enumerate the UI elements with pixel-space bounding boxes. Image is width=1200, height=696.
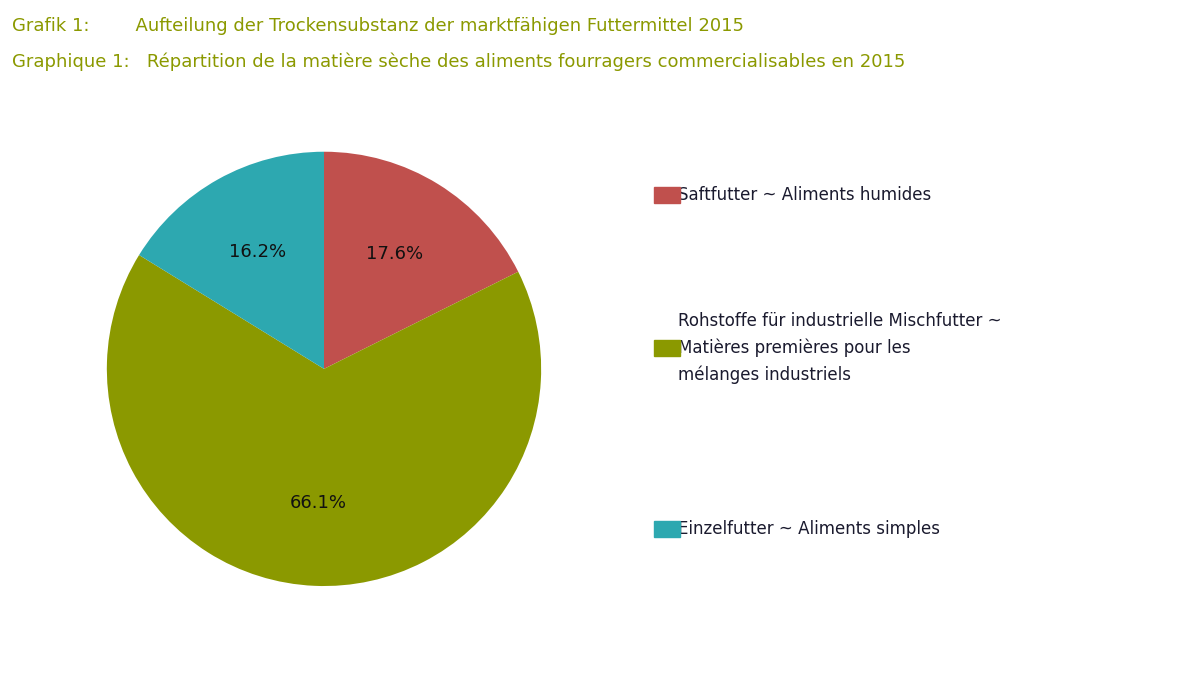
- Text: Rohstoffe für industrielle Mischfutter ~
Matières premières pour les
mélanges in: Rohstoffe für industrielle Mischfutter ~…: [678, 312, 1002, 384]
- Wedge shape: [139, 152, 324, 369]
- Text: Graphique 1:   Répartition de la matière sèche des aliments fourragers commercia: Graphique 1: Répartition de la matière s…: [12, 52, 905, 71]
- Wedge shape: [107, 255, 541, 586]
- Text: Grafik 1:        Aufteilung der Trockensubstanz der marktfähigen Futtermittel 20: Grafik 1: Aufteilung der Trockensubstanz…: [12, 17, 744, 35]
- Wedge shape: [324, 152, 518, 369]
- Text: 66.1%: 66.1%: [290, 494, 347, 512]
- Text: 17.6%: 17.6%: [366, 245, 424, 263]
- Text: Saftfutter ~ Aliments humides: Saftfutter ~ Aliments humides: [678, 186, 931, 204]
- Text: Einzelfutter ~ Aliments simples: Einzelfutter ~ Aliments simples: [678, 520, 940, 538]
- Text: 16.2%: 16.2%: [229, 243, 287, 261]
